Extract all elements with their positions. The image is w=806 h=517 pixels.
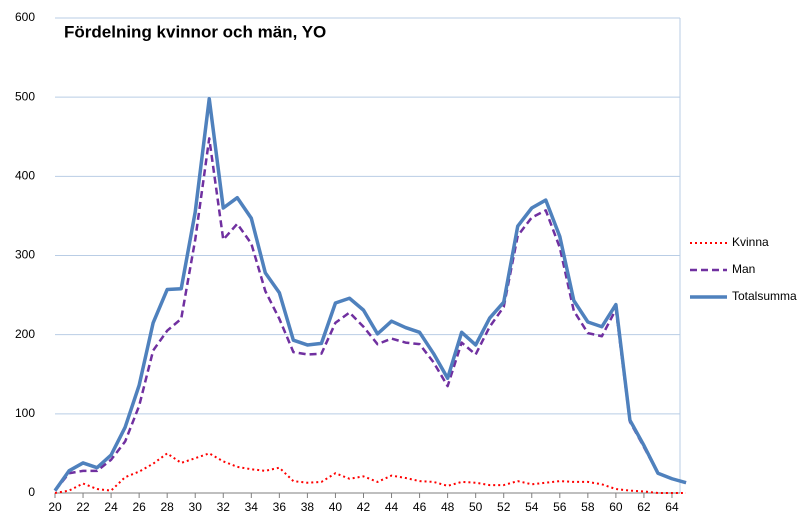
x-tick-label: 30 xyxy=(189,500,203,514)
x-tick-label: 40 xyxy=(329,500,343,514)
series-line xyxy=(54,452,686,494)
x-tick-label: 60 xyxy=(609,500,623,514)
x-tick-label: 46 xyxy=(413,500,427,514)
x-tick-label: 20 xyxy=(48,500,62,514)
series-line xyxy=(53,97,687,492)
x-tick-label: 44 xyxy=(385,500,399,514)
x-tick-label: 22 xyxy=(76,500,90,514)
x-tick-label: 64 xyxy=(665,500,679,514)
y-tick-label: 500 xyxy=(15,89,35,103)
x-tick-label: 26 xyxy=(132,500,146,514)
y-tick-label: 200 xyxy=(15,327,35,341)
legend-label: Kvinna xyxy=(732,235,769,249)
y-tick-label: 300 xyxy=(15,248,35,262)
chart-title: Fördelning kvinnor och män, YO xyxy=(64,22,326,41)
x-tick-label: 54 xyxy=(525,500,539,514)
x-tick-label: 62 xyxy=(637,500,651,514)
y-tick-label: 600 xyxy=(15,10,35,24)
x-tick-label: 58 xyxy=(581,500,595,514)
x-tick-label: 48 xyxy=(441,500,455,514)
x-tick-label: 38 xyxy=(301,500,315,514)
y-tick-label: 400 xyxy=(15,169,35,183)
x-tick-label: 50 xyxy=(469,500,483,514)
y-tick-label: 0 xyxy=(28,485,35,499)
x-tick-label: 32 xyxy=(217,500,231,514)
x-tick-label: 24 xyxy=(104,500,118,514)
x-tick-label: 42 xyxy=(357,500,371,514)
x-tick-label: 36 xyxy=(273,500,287,514)
legend-label: Totalsumma xyxy=(732,289,797,303)
legend-label: Man xyxy=(732,262,755,276)
series-line xyxy=(54,137,687,492)
y-tick-label: 100 xyxy=(15,406,35,420)
x-tick-label: 34 xyxy=(245,500,259,514)
x-tick-label: 28 xyxy=(160,500,174,514)
x-tick-label: 56 xyxy=(553,500,567,514)
x-tick-label: 52 xyxy=(497,500,511,514)
